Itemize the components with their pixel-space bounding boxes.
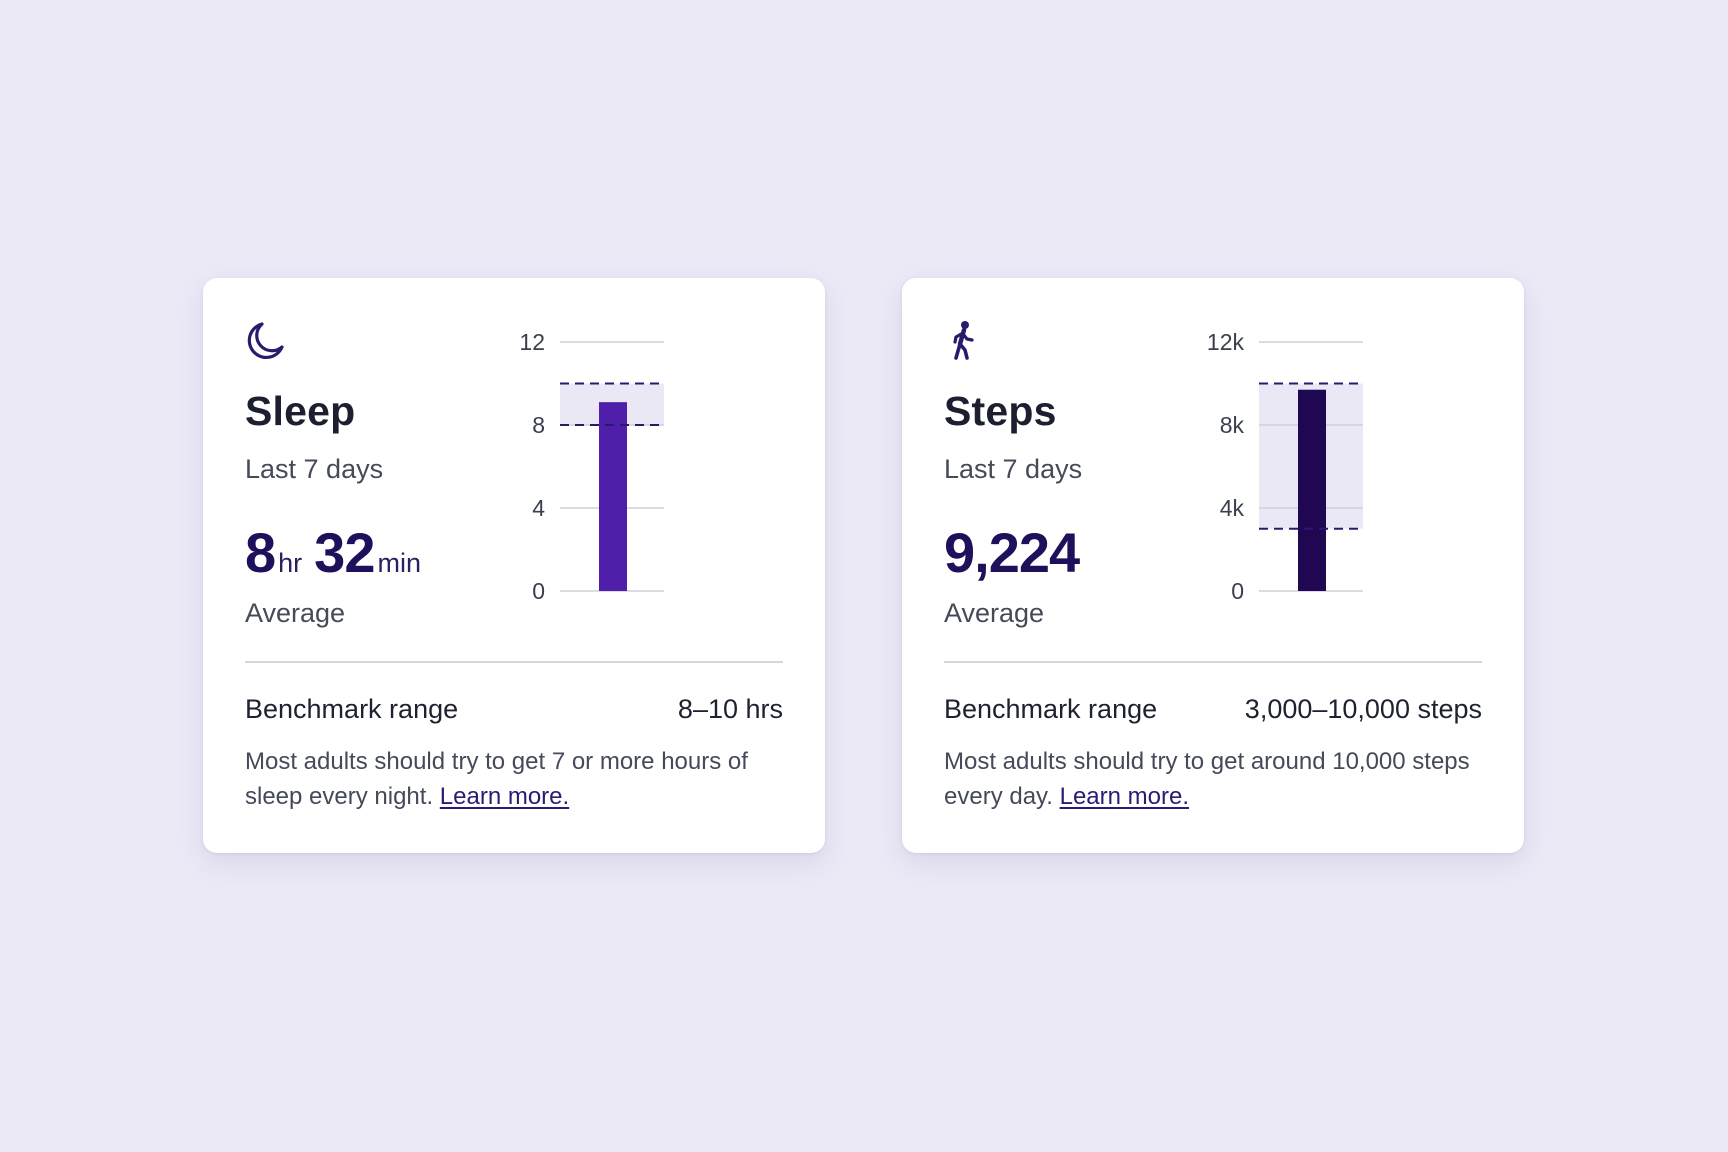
steps-number: 9,224 <box>944 521 1080 584</box>
value-label: Average <box>944 598 1045 628</box>
card-title: Sleep <box>245 388 356 434</box>
benchmark-value: 8–10 hrs <box>677 694 783 724</box>
y-tick-label: 4k <box>1220 495 1245 521</box>
hours-number: 8 <box>245 521 276 584</box>
steps-bar-chart: 0 4k 8k 12k <box>1202 308 1502 608</box>
benchmark-value: 3,000–10,000 steps <box>1244 694 1482 724</box>
data-bar <box>599 402 627 591</box>
data-bar <box>1298 389 1326 591</box>
hours-unit: hr <box>278 548 303 578</box>
steps-card: Steps Last 7 days 9,224 Average 0 4k 8k 12k… <box>902 278 1524 853</box>
y-tick-label: 4 <box>532 495 545 521</box>
minutes-number: 32 <box>314 521 375 584</box>
moon-icon <box>245 320 285 362</box>
chart-svg: 0 4k 8k 12k <box>1207 329 1363 604</box>
average-value: 9,224 <box>944 520 1080 585</box>
benchmark-label: Benchmark range <box>944 694 1158 724</box>
y-tick-label: 0 <box>532 578 545 604</box>
description-text: Most adults should try to get 7 or more … <box>245 748 748 810</box>
y-tick-label: 8k <box>1220 412 1245 438</box>
y-tick-label: 8 <box>532 412 545 438</box>
description-text: Most adults should try to get around 10,… <box>944 748 1470 810</box>
value-label: Average <box>245 598 346 628</box>
y-tick-label: 12k <box>1207 329 1245 355</box>
chart-svg: 0 4 8 12 <box>519 329 664 604</box>
card-subtitle: Last 7 days <box>944 454 1083 484</box>
divider <box>944 661 1482 663</box>
y-tick-label: 0 <box>1231 578 1244 604</box>
y-tick-label: 12 <box>519 329 545 355</box>
minutes-unit: min <box>377 548 421 578</box>
benchmark-description: Most adults should try to get 7 or more … <box>245 744 790 814</box>
average-value: 8 hr 32 min <box>245 520 421 585</box>
card-subtitle: Last 7 days <box>245 454 384 484</box>
sleep-card: Sleep Last 7 days 8 hr 32 min Average 0 4 8 12… <box>203 278 825 853</box>
divider <box>245 661 783 663</box>
sleep-bar-chart: 0 4 8 12 <box>503 308 803 608</box>
benchmark-label: Benchmark range <box>245 694 459 724</box>
walking-person-icon <box>944 320 984 362</box>
learn-more-link[interactable]: Learn more. <box>439 783 570 810</box>
learn-more-link[interactable]: Learn more. <box>1059 783 1190 810</box>
card-title: Steps <box>944 388 1057 434</box>
benchmark-description: Most adults should try to get around 10,… <box>944 744 1489 814</box>
